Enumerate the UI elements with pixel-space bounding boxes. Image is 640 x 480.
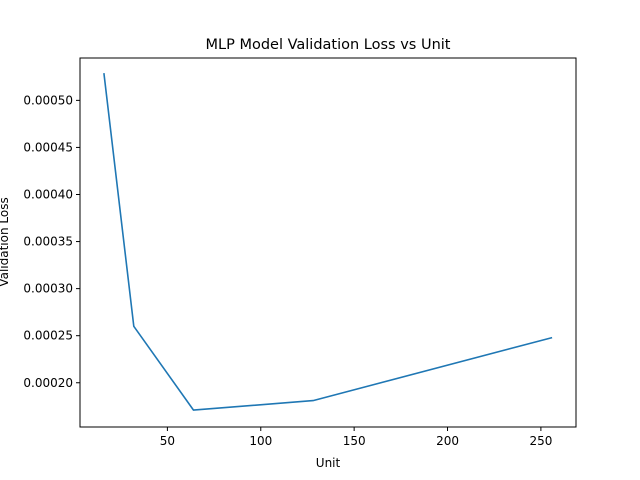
y-tick-label: 0.00025 — [23, 329, 73, 343]
y-tick-label: 0.00050 — [23, 93, 73, 107]
x-tick-label: 50 — [160, 434, 175, 448]
plot-frame — [79, 57, 577, 428]
x-tick-label: 250 — [529, 434, 552, 448]
x-tick-label: 150 — [343, 434, 366, 448]
plot-area — [103, 73, 553, 411]
y-tick-label: 0.00020 — [23, 376, 73, 390]
chart-title: MLP Model Validation Loss vs Unit — [206, 37, 451, 53]
y-tick-label: 0.00045 — [23, 140, 73, 154]
y-tick-label: 0.00040 — [23, 187, 73, 201]
y-tick-label: 0.00035 — [23, 235, 73, 249]
x-tick-label: 100 — [249, 434, 272, 448]
x-axis: 50 100 150 200 250 — [160, 427, 552, 448]
x-tick-label: 200 — [436, 434, 459, 448]
series-line — [103, 73, 553, 411]
y-axis-label: Validation Loss — [0, 197, 11, 286]
x-axis-label: Unit — [316, 456, 341, 470]
y-axis: 0.00020 0.00025 0.00030 0.00035 0.00040 0.000… — [23, 93, 80, 390]
y-tick-label: 0.00030 — [23, 282, 73, 296]
